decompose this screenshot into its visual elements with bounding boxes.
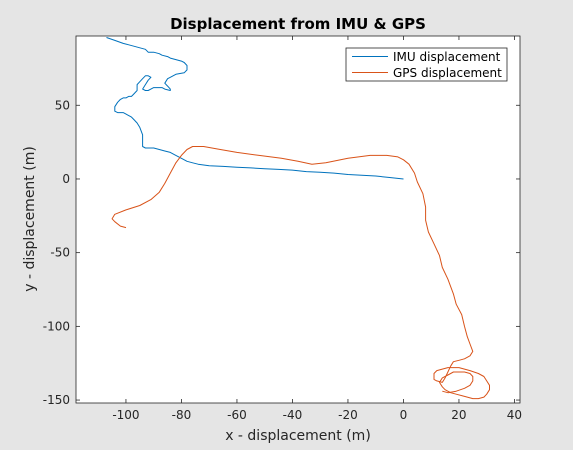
legend: IMU displacement GPS displacement	[346, 48, 507, 81]
x-tick-label: 0	[400, 408, 408, 422]
x-tick-label: -100	[112, 408, 139, 422]
x-tick-label: -40	[283, 408, 303, 422]
x-tick-label: -20	[338, 408, 358, 422]
y-axis-label: y - displacement (m)	[22, 146, 38, 292]
plot-area	[76, 36, 520, 403]
y-tick-label: 50	[55, 98, 70, 112]
x-tick-label: 20	[451, 408, 466, 422]
x-tick-label: 40	[507, 408, 522, 422]
y-tick-label: -150	[43, 393, 70, 407]
x-axis-label: x - displacement (m)	[225, 428, 371, 444]
x-tick-label: -60	[227, 408, 247, 422]
y-tick-label: -50	[50, 246, 70, 260]
legend-label-gps: GPS displacement	[393, 66, 502, 80]
y-tick-label: 0	[62, 172, 70, 186]
x-tick-label: -80	[172, 408, 192, 422]
chart-title: Displacement from IMU & GPS	[170, 15, 426, 33]
legend-label-imu: IMU displacement	[393, 50, 501, 64]
y-tick-label: -100	[43, 319, 70, 333]
